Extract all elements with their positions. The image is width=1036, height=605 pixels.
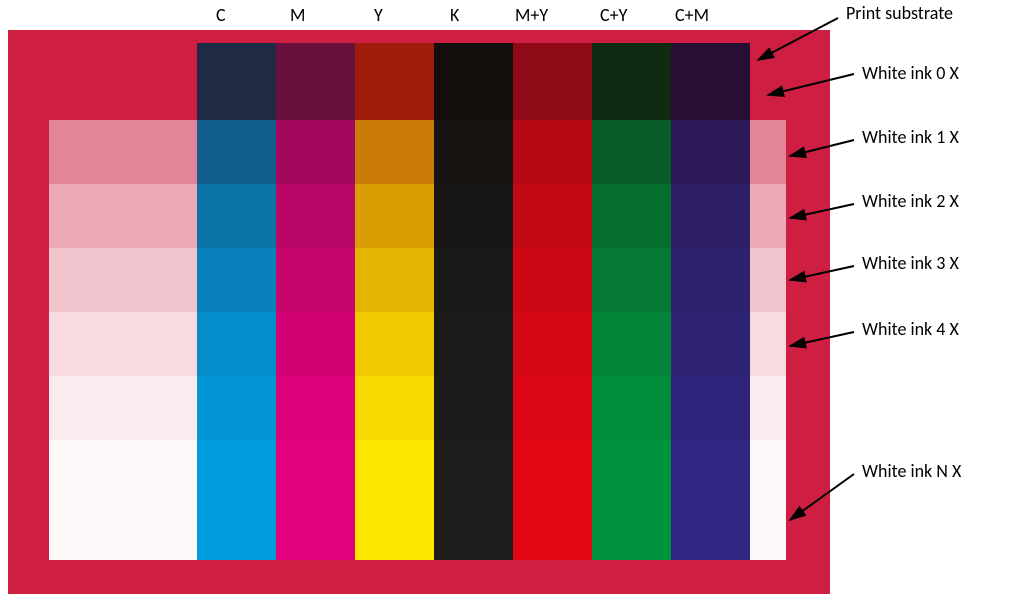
arrow bbox=[790, 474, 854, 520]
arrow bbox=[790, 204, 854, 218]
arrows bbox=[0, 0, 1036, 605]
arrow bbox=[758, 18, 838, 60]
arrow bbox=[790, 332, 854, 346]
arrow bbox=[768, 74, 854, 95]
arrow bbox=[790, 266, 854, 280]
arrow bbox=[790, 140, 854, 156]
